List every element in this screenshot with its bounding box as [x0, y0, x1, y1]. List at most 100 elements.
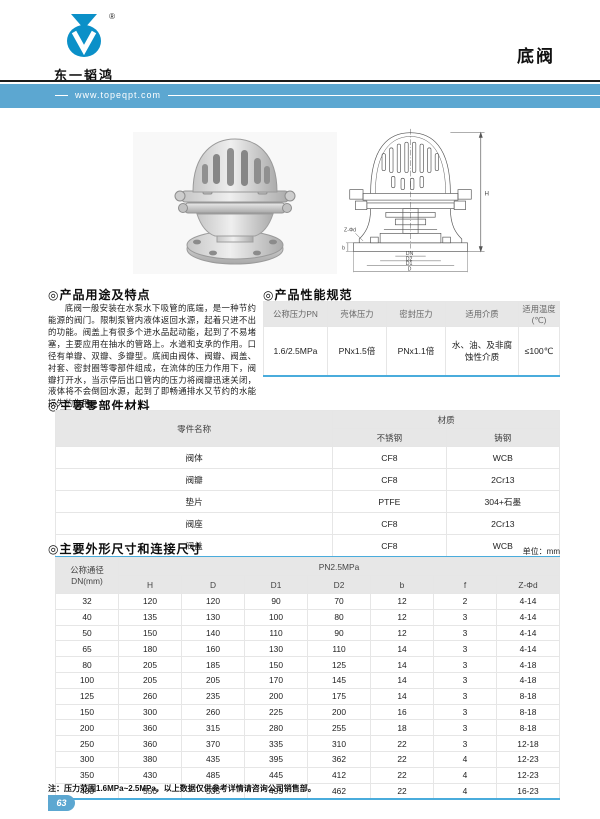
dim-label-h: H — [485, 190, 489, 197]
table-cell: 80 — [55, 656, 119, 673]
table-cell: 3 — [433, 671, 497, 689]
column-header: H — [118, 575, 182, 594]
table-header-row: H D D1 D2 b f Z-Φd — [56, 575, 560, 594]
table-cell: 412 — [307, 766, 371, 784]
table-cell: 阀座 — [54, 512, 334, 535]
table-cell: 170 — [244, 671, 308, 689]
usage-body-text: 底阀一般安装在水泵水下吸管的底端，是一种节约能源的阀门。限制泵管内液体返回水源，… — [48, 303, 256, 409]
table-cell: 175 — [307, 687, 371, 705]
table-cell: 200 — [55, 719, 119, 737]
table-cell: 80 — [307, 608, 371, 626]
table-cell: 360 — [118, 719, 182, 737]
table-row: 40 135 130 100 80 12 3 4-14 — [55, 608, 560, 626]
column-header: 适用介质 — [445, 301, 519, 327]
table-cell: 3 — [433, 656, 497, 673]
table-cell: PTFE — [332, 490, 447, 513]
table-cell: 32 — [55, 593, 119, 610]
table-cell: 205 — [181, 671, 245, 689]
table-row: 125 260 235 200 175 14 3 8-18 — [55, 687, 560, 705]
table-cell: 1.6/2.5MPa — [263, 326, 328, 377]
table-cell: 90 — [244, 593, 308, 610]
brand-name: 东一韬鸿 — [53, 68, 114, 83]
table-cell: 140 — [181, 624, 245, 642]
table-cell: 370 — [181, 735, 245, 752]
table-cell: 垫片 — [54, 490, 334, 513]
table-cell: CF8 — [332, 512, 447, 535]
table-cell: 3 — [433, 608, 497, 626]
dim-label-d2: D2 — [406, 256, 413, 262]
table-cell: CF8 — [332, 534, 447, 558]
table-cell: 445 — [244, 766, 308, 784]
table-cell: 110 — [307, 640, 371, 658]
table-cell: 185 — [181, 656, 245, 673]
header-band: www.topeqpt.com — [0, 84, 600, 108]
table-cell: 阀瓣 — [54, 468, 334, 491]
performance-table: 公称压力PN 壳体压力 密封压力 适用介质 适用温度(℃) 1.6/2.5MPa… — [263, 301, 560, 377]
usage-section-title: ◎产品用途及特点 — [48, 288, 151, 302]
table-cell: 40 — [55, 608, 119, 626]
table-row: 65 180 160 130 110 14 3 4-14 — [55, 640, 560, 658]
table-cell: 8-18 — [496, 687, 560, 705]
band-line — [55, 95, 600, 96]
table-cell: 22 — [370, 735, 434, 752]
dn-header-line1: 公称通径 — [70, 565, 104, 575]
table-cell: 4 — [433, 782, 497, 800]
table-cell: WCB — [445, 534, 561, 558]
table-row: 阀瓣 CF8 2Cr13 — [54, 468, 561, 491]
table-cell: 255 — [307, 719, 371, 737]
column-header: D — [181, 575, 245, 594]
column-header-material: 材质 — [332, 410, 560, 429]
table-cell: 430 — [118, 766, 182, 784]
product-photo — [133, 132, 337, 274]
table-cell: 280 — [244, 719, 308, 737]
table-row: 阀座 CF8 2Cr13 — [54, 512, 561, 535]
column-header-dn: 公称通径 DN(mm) — [55, 557, 119, 594]
table-cell: 304+石墨 — [445, 490, 561, 513]
foot-valve-photo-icon — [174, 138, 296, 265]
column-header: 适用温度(℃) — [518, 301, 560, 327]
table-cell: 4-18 — [496, 656, 560, 673]
table-cell: 16 — [370, 703, 434, 721]
column-header: 不锈钢 — [332, 428, 447, 447]
table-cell: 22 — [370, 750, 434, 768]
dim-label-b: b — [342, 245, 345, 251]
performance-section-title: ◎产品性能规范 — [263, 288, 353, 302]
table-cell: 2 — [433, 593, 497, 610]
table-cell: 3 — [433, 640, 497, 658]
brand-logo: ® 东一韬鸿 — [45, 12, 123, 84]
table-cell: 160 — [181, 640, 245, 658]
table-cell: 90 — [307, 624, 371, 642]
unit-label: 单位：mm — [522, 547, 560, 556]
table-cell: 120 — [118, 593, 182, 610]
table-row: 垫片 PTFE 304+石墨 — [54, 490, 561, 513]
table-cell: 125 — [307, 656, 371, 673]
table-cell: 4-14 — [496, 593, 560, 610]
table-cell: 485 — [181, 766, 245, 784]
table-row: 50 150 140 110 90 12 3 4-14 — [55, 624, 560, 642]
table-cell: 100 — [55, 671, 119, 689]
table-cell: 310 — [307, 735, 371, 752]
table-cell: 235 — [181, 687, 245, 705]
table-cell: 200 — [307, 703, 371, 721]
table-cell: 18 — [370, 719, 434, 737]
website-link[interactable]: www.topeqpt.com — [68, 90, 169, 100]
table-cell: 4 — [433, 750, 497, 768]
column-header: 密封压力 — [386, 301, 446, 327]
dim-label-d1: D1 — [406, 261, 413, 267]
table-cell: 4-18 — [496, 671, 560, 689]
table-cell: 125 — [55, 687, 119, 705]
materials-section-title: ◎主要零部件材料 — [48, 399, 151, 413]
header-divider — [0, 80, 600, 82]
column-header: D2 — [307, 575, 371, 594]
table-cell: 12 — [370, 608, 434, 626]
table-cell: 100 — [244, 608, 308, 626]
column-header: b — [370, 575, 434, 594]
table-row: 200 360 315 280 255 18 3 8-18 — [55, 719, 560, 737]
table-header-row: 公称压力PN 壳体压力 密封压力 适用介质 适用温度(℃) — [263, 301, 560, 327]
table-cell: 14 — [370, 671, 434, 689]
table-cell: CF8 — [332, 468, 447, 491]
table-row: 150 300 260 225 200 16 3 8-18 — [55, 703, 560, 721]
table-cell: 362 — [307, 750, 371, 768]
column-header: D1 — [244, 575, 308, 594]
table-row: 300 380 435 395 362 22 4 12-23 — [55, 750, 560, 768]
